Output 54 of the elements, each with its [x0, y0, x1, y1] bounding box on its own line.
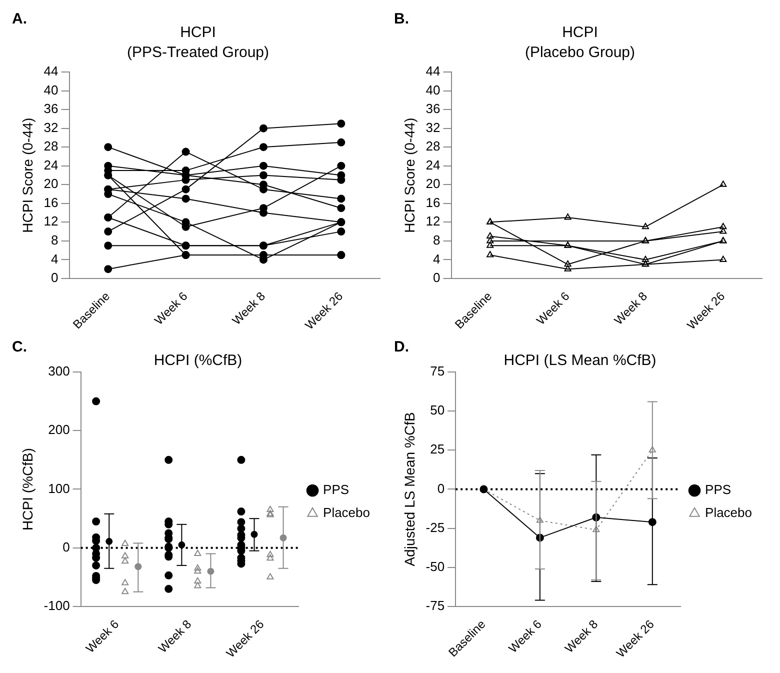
- y-tick-label: 40: [44, 82, 58, 98]
- legend-label: Placebo: [705, 505, 752, 520]
- y-tick-label: 20: [426, 176, 440, 192]
- y-tick-label: 12: [426, 214, 440, 229]
- y-tick-label: 4: [51, 251, 58, 266]
- text: D.: [394, 338, 409, 356]
- y-tick-label: 32: [426, 120, 440, 135]
- y-tick-label: 0: [433, 270, 440, 286]
- chart-title: HCPI (%CfB): [154, 352, 242, 370]
- y-tick-label: 0: [62, 539, 70, 554]
- y-tick-label: 44: [44, 64, 58, 79]
- y-tick-label: 28: [44, 138, 58, 154]
- y-tick-label: -100: [44, 598, 70, 614]
- y-tick-label: 8: [51, 232, 58, 248]
- chart-subtitle: (PPS-Treated Group): [127, 44, 269, 62]
- y-tick-label: 16: [426, 194, 440, 210]
- y-tick-label: 32: [44, 120, 58, 135]
- y-tick-label: 75: [430, 364, 445, 379]
- y-tick-label: 25: [430, 442, 445, 457]
- y-tick-label: 0: [437, 480, 445, 496]
- y-tick-label: 12: [44, 214, 58, 229]
- y-tick-label: -75: [426, 598, 445, 614]
- y-tick-label: 40: [426, 82, 440, 98]
- y-tick-label: 44: [426, 64, 440, 79]
- legend-label: PPS: [705, 482, 732, 498]
- y-axis-title: Adjusted LS Mean %CfB: [401, 412, 418, 566]
- y-tick-label: -25: [426, 520, 445, 535]
- y-tick-label: 36: [426, 101, 440, 116]
- text: B.: [394, 10, 409, 28]
- y-tick-label: -50: [426, 558, 445, 574]
- y-tick-label: 4: [433, 251, 440, 266]
- y-tick-label: 28: [426, 138, 440, 154]
- y-axis-title: HCPI (%CfB): [19, 448, 36, 530]
- y-axis-title: HCPI Score (0-44): [19, 118, 36, 233]
- text: A.: [12, 10, 27, 28]
- chart-title: HCPI (LS Mean %CfB): [504, 352, 656, 370]
- y-axis-title: HCPI Score (0-44): [401, 118, 418, 233]
- text: C.: [12, 338, 27, 356]
- y-tick-label: 16: [44, 194, 58, 210]
- chart-subtitle: (Placebo Group): [524, 44, 636, 62]
- y-tick-label: 8: [433, 232, 440, 248]
- y-tick-label: 20: [44, 176, 58, 192]
- legend-label: Placebo: [323, 505, 370, 520]
- y-tick-label: 50: [430, 402, 445, 418]
- chart-title: HCPI: [562, 24, 598, 42]
- y-tick-label: 0: [51, 270, 58, 286]
- y-tick-label: 200: [48, 422, 70, 438]
- y-tick-label: 36: [44, 101, 58, 116]
- y-tick-label: 24: [426, 157, 440, 172]
- chart-title: HCPI: [180, 24, 216, 42]
- legend-label: PPS: [323, 482, 350, 498]
- y-tick-label: 300: [48, 364, 70, 379]
- y-tick-label: 24: [44, 157, 58, 172]
- y-tick-label: 100: [48, 480, 70, 496]
